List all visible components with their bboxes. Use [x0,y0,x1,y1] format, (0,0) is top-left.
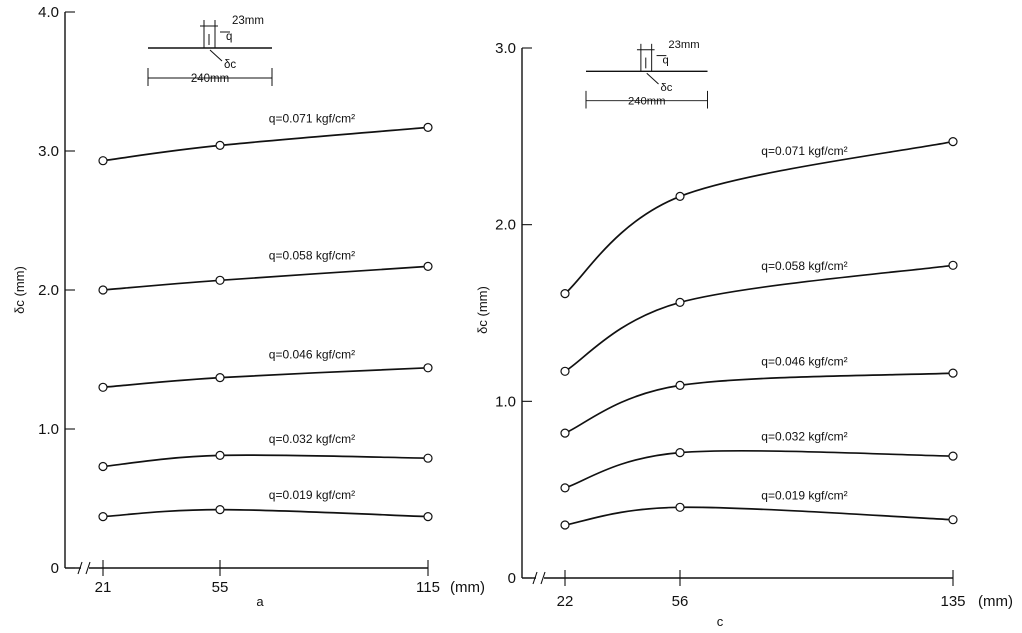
data-point [215,450,225,460]
inset-deflection-label: δc [224,59,236,71]
y-axis-title: δc (mm) [12,266,27,314]
series-label: q=0.058 kgf/cm² [761,259,847,273]
series-label: q=0.046 kgf/cm² [269,348,355,362]
y-tick-label: 4.0 [38,4,59,21]
data-point [948,368,958,378]
chart-panel-c: 0 1.0 2.0 3.0 22 56 135 (mm) c δc (mm) q=0.071 kgf… [475,39,1013,629]
data-point [560,366,570,376]
y-tick-label: 2.0 [495,217,516,234]
series-label: q=0.032 kgf/cm² [761,429,847,443]
data-point [215,140,225,150]
data-point [675,502,685,512]
series-line [102,366,429,389]
x-unit-label: (mm) [978,593,1013,610]
series-label: q=0.019 kgf/cm² [761,489,847,503]
y-tick-label: 1.0 [495,393,516,410]
series-label: q=0.058 kgf/cm² [269,248,355,262]
data-point [560,289,570,299]
chart-panel-a: 0 1.0 2.0 3.0 4.0 21 55 115 (mm) a δc (mm) q=0.071 … [12,4,485,609]
data-point [948,451,958,461]
y-tick-label: 3.0 [38,143,59,160]
data-point [948,260,958,270]
panel-label: a [256,594,264,609]
series-line [102,126,429,162]
x-tick-label: 55 [212,579,229,596]
x-tick-label: 115 [416,579,440,596]
y-tick-label: 0 [51,560,59,577]
data-point [560,428,570,438]
data-point [675,191,685,201]
inset-load-label: q [226,31,232,43]
series-line [102,508,429,518]
y-axis-title: δc (mm) [475,286,490,334]
data-point [423,511,433,522]
inset-width-label: 23mm [232,15,264,27]
inset-load-label: q [662,54,668,66]
data-point [98,382,108,392]
panel-label: c [717,614,724,629]
y-tick-label: 2.0 [38,282,59,299]
x-tick-label: 22 [557,593,574,610]
data-point [675,297,685,307]
series-line [564,140,954,295]
series-label: q=0.071 kgf/cm² [269,111,355,125]
data-point [423,122,433,133]
data-point [98,156,108,166]
data-point [98,285,108,295]
y-tick-label: 3.0 [495,40,516,57]
x-tick-label: 21 [95,579,112,596]
data-point [423,453,433,463]
series-label: q=0.071 kgf/cm² [761,144,847,158]
y-tick-label: 1.0 [38,421,59,438]
x-tick-label: 135 [940,593,965,610]
series-line [102,454,429,468]
series-label: q=0.019 kgf/cm² [269,488,355,502]
series-line [564,506,954,526]
data-point [948,137,958,147]
x-tick-label: 56 [672,593,689,610]
data-point [423,363,433,373]
data-point [423,261,433,271]
series-label: q=0.046 kgf/cm² [761,354,847,368]
y-tick-label: 0 [508,570,516,587]
data-point [560,520,570,530]
inset-span-label: 240mm [191,73,229,85]
series-label: q=0.032 kgf/cm² [269,432,355,446]
data-point [560,483,570,493]
data-point [215,373,225,383]
data-point [215,505,225,515]
axis-break-mark [77,561,91,575]
data-point [215,275,225,285]
data-point [948,515,958,525]
inset-width-label: 23mm [668,39,699,51]
inset-deflection-label: δc [660,82,672,94]
data-point [98,511,108,522]
data-point [675,380,685,390]
series-line [564,264,954,373]
inset-deflection-leader [209,49,223,62]
series-line [564,449,954,489]
inset-deflection-leader [646,72,659,85]
axis-break-mark [532,571,546,585]
series-line [564,372,954,434]
inset-span-label: 240mm [628,96,666,108]
data-point [675,448,685,458]
x-unit-label: (mm) [450,579,485,596]
data-point [98,461,108,472]
series-line [102,265,429,291]
